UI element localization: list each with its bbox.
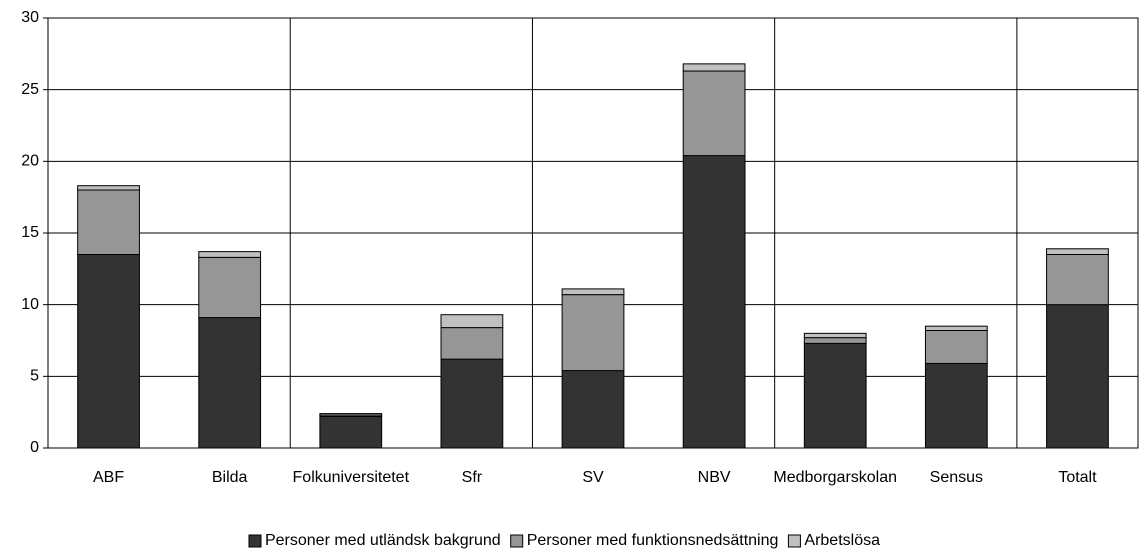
legend-swatch	[510, 534, 524, 548]
bar-segment	[682, 70, 746, 157]
x-tick-label: Folkuniversitetet	[293, 469, 410, 486]
legend-label: Arbetslösa	[804, 532, 880, 549]
bar-segment	[440, 327, 504, 360]
bar-segment	[198, 251, 262, 258]
bar-segment	[803, 332, 867, 339]
x-tick-label: Bilda	[212, 469, 248, 486]
y-tick-label: 20	[21, 153, 39, 170]
bar-segment	[561, 370, 625, 449]
bar-segment	[924, 325, 988, 331]
legend-swatch	[248, 534, 262, 548]
legend-label: Personer med funktionsnedsättning	[527, 532, 779, 549]
x-tick-label: SV	[582, 469, 604, 486]
y-tick-label: 10	[21, 296, 39, 313]
bar-segment	[1046, 304, 1109, 449]
bar-segment	[77, 254, 140, 449]
bar-segment	[1046, 254, 1109, 306]
bar-segment	[319, 413, 383, 416]
bar-segment	[561, 288, 625, 296]
bar-segment	[1046, 248, 1109, 255]
bar-segment	[77, 185, 140, 191]
bar-segment	[198, 317, 262, 449]
x-tick-label: Sfr	[462, 469, 483, 486]
bar-segment	[319, 415, 383, 449]
x-tick-label: Totalt	[1058, 469, 1097, 486]
bar-segment	[682, 63, 746, 72]
bar-segment	[924, 329, 988, 364]
y-tick-label: 25	[21, 81, 39, 98]
legend-swatch	[787, 534, 801, 548]
bar-segment	[924, 362, 988, 449]
y-tick-label: 0	[30, 439, 39, 456]
x-tick-label: ABF	[93, 469, 124, 486]
y-tick-label: 30	[21, 9, 39, 26]
y-tick-label: 5	[30, 368, 39, 385]
bar-segment	[77, 189, 140, 255]
bar-segment	[440, 358, 504, 449]
y-tick-label: 15	[21, 224, 39, 241]
x-tick-label: NBV	[698, 469, 731, 486]
bar-segment	[803, 342, 867, 449]
bar-segment	[682, 155, 746, 449]
x-tick-label: Medborgarskolan	[773, 469, 897, 486]
x-tick-label: Sensus	[930, 469, 983, 486]
bar-segment	[561, 294, 625, 372]
bar-segment	[198, 256, 262, 319]
bar-segment	[803, 337, 867, 344]
bar-segment	[440, 314, 504, 329]
legend-label: Personer med utländsk bakgrund	[265, 532, 501, 549]
